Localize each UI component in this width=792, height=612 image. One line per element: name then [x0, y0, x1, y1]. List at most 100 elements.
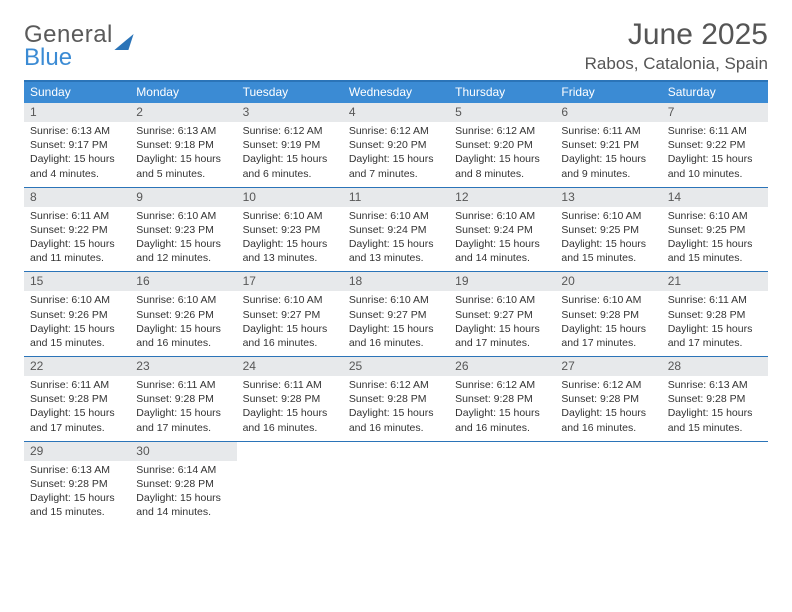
- sunrise-line: Sunrise: 6:10 AM: [136, 293, 232, 307]
- day-number: 16: [130, 272, 236, 291]
- daylight-line: Daylight: 15 hours and 17 minutes.: [455, 322, 551, 350]
- day-body: Sunrise: 6:13 AMSunset: 9:28 PMDaylight:…: [662, 378, 768, 435]
- sunset-line: Sunset: 9:28 PM: [30, 477, 126, 491]
- weeks-container: 1Sunrise: 6:13 AMSunset: 9:17 PMDaylight…: [24, 103, 768, 525]
- day-body: Sunrise: 6:11 AMSunset: 9:21 PMDaylight:…: [555, 124, 661, 181]
- day-cell: 7 Sunrise: 6:11 AMSunset: 9:22 PMDaylight…: [662, 103, 768, 187]
- day-body: Sunrise: 6:10 AMSunset: 9:24 PMDaylight:…: [343, 209, 449, 266]
- sunset-line: Sunset: 9:24 PM: [349, 223, 445, 237]
- weekday-tuesday: Tuesday: [237, 82, 343, 103]
- day-cell: 19Sunrise: 6:10 AMSunset: 9:27 PMDayligh…: [449, 272, 555, 356]
- sunset-line: Sunset: 9:22 PM: [30, 223, 126, 237]
- day-body: Sunrise: 6:11 AMSunset: 9:28 PMDaylight:…: [662, 293, 768, 350]
- day-body: Sunrise: 6:10 AMSunset: 9:24 PMDaylight:…: [449, 209, 555, 266]
- sunrise-line: Sunrise: 6:10 AM: [349, 209, 445, 223]
- sunrise-line: Sunrise: 6:13 AM: [30, 124, 126, 138]
- day-cell: 22Sunrise: 6:11 AMSunset: 9:28 PMDayligh…: [24, 357, 130, 441]
- day-number: 30: [130, 442, 236, 461]
- day-cell: 23Sunrise: 6:11 AMSunset: 9:28 PMDayligh…: [130, 357, 236, 441]
- week-row: 8Sunrise: 6:11 AMSunset: 9:22 PMDaylight…: [24, 188, 768, 273]
- sunrise-line: Sunrise: 6:11 AM: [30, 209, 126, 223]
- sunrise-line: Sunrise: 6:12 AM: [455, 378, 551, 392]
- sunset-line: Sunset: 9:28 PM: [136, 477, 232, 491]
- day-number: 12: [449, 188, 555, 207]
- header-row: General Blue June 2025 Rabos, Catalonia,…: [24, 18, 768, 74]
- day-body: Sunrise: 6:11 AMSunset: 9:22 PMDaylight:…: [662, 124, 768, 181]
- daylight-line: Daylight: 15 hours and 17 minutes.: [136, 406, 232, 434]
- daylight-line: Daylight: 15 hours and 16 minutes.: [243, 406, 339, 434]
- day-number: 28: [662, 357, 768, 376]
- day-number: 5: [449, 103, 555, 122]
- day-cell: 2 Sunrise: 6:13 AMSunset: 9:18 PMDaylight…: [130, 103, 236, 187]
- sunrise-line: Sunrise: 6:12 AM: [455, 124, 551, 138]
- weekday-monday: Monday: [130, 82, 236, 103]
- day-body: Sunrise: 6:10 AMSunset: 9:25 PMDaylight:…: [662, 209, 768, 266]
- day-cell: 28 Sunrise: 6:13 AMSunset: 9:28 PMDayligh…: [662, 357, 768, 441]
- day-cell: 12 Sunrise: 6:10 AMSunset: 9:24 PMDayligh…: [449, 188, 555, 272]
- sunrise-line: Sunrise: 6:13 AM: [136, 124, 232, 138]
- sunrise-line: Sunrise: 6:10 AM: [243, 209, 339, 223]
- sunrise-line: Sunrise: 6:10 AM: [561, 209, 657, 223]
- day-body: Sunrise: 6:12 AMSunset: 9:28 PMDaylight:…: [555, 378, 661, 435]
- calendar: Sunday Monday Tuesday Wednesday Thursday…: [24, 80, 768, 525]
- day-number: 15: [24, 272, 130, 291]
- day-body: Sunrise: 6:12 AMSunset: 9:19 PMDaylight:…: [237, 124, 343, 181]
- logo-text: General Blue: [24, 24, 113, 70]
- day-cell: 21Sunrise: 6:11 AMSunset: 9:28 PMDayligh…: [662, 272, 768, 356]
- day-number: 7: [662, 103, 768, 122]
- day-body: Sunrise: 6:13 AMSunset: 9:18 PMDaylight:…: [130, 124, 236, 181]
- day-number: 25: [343, 357, 449, 376]
- daylight-line: Daylight: 15 hours and 14 minutes.: [136, 491, 232, 519]
- day-number: 13: [555, 188, 661, 207]
- sunset-line: Sunset: 9:28 PM: [561, 392, 657, 406]
- weekday-wednesday: Wednesday: [343, 82, 449, 103]
- daylight-line: Daylight: 15 hours and 8 minutes.: [455, 152, 551, 180]
- day-body: Sunrise: 6:12 AMSunset: 9:20 PMDaylight:…: [449, 124, 555, 181]
- daylight-line: Daylight: 15 hours and 11 minutes.: [30, 237, 126, 265]
- sunrise-line: Sunrise: 6:11 AM: [668, 293, 764, 307]
- daylight-line: Daylight: 15 hours and 16 minutes.: [136, 322, 232, 350]
- sunset-line: Sunset: 9:28 PM: [136, 392, 232, 406]
- day-body: Sunrise: 6:10 AMSunset: 9:27 PMDaylight:…: [449, 293, 555, 350]
- daylight-line: Daylight: 15 hours and 16 minutes.: [349, 322, 445, 350]
- sunset-line: Sunset: 9:28 PM: [455, 392, 551, 406]
- day-body: Sunrise: 6:11 AMSunset: 9:22 PMDaylight:…: [24, 209, 130, 266]
- day-number: 1: [24, 103, 130, 122]
- week-row: 1Sunrise: 6:13 AMSunset: 9:17 PMDaylight…: [24, 103, 768, 188]
- day-body: Sunrise: 6:10 AMSunset: 9:26 PMDaylight:…: [24, 293, 130, 350]
- sunset-line: Sunset: 9:28 PM: [349, 392, 445, 406]
- day-number: 9: [130, 188, 236, 207]
- day-cell: 27Sunrise: 6:12 AMSunset: 9:28 PMDayligh…: [555, 357, 661, 441]
- sunset-line: Sunset: 9:25 PM: [561, 223, 657, 237]
- day-body: Sunrise: 6:10 AMSunset: 9:23 PMDaylight:…: [237, 209, 343, 266]
- logo-word-bottom: Blue: [24, 47, 113, 70]
- day-number: 2: [130, 103, 236, 122]
- location-subtitle: Rabos, Catalonia, Spain: [585, 54, 768, 74]
- sunset-line: Sunset: 9:20 PM: [455, 138, 551, 152]
- calendar-page: General Blue June 2025 Rabos, Catalonia,…: [0, 0, 792, 525]
- weekday-saturday: Saturday: [662, 82, 768, 103]
- logo-triangle-icon: [114, 34, 133, 50]
- sunset-line: Sunset: 9:27 PM: [455, 308, 551, 322]
- day-cell: 17Sunrise: 6:10 AMSunset: 9:27 PMDayligh…: [237, 272, 343, 356]
- daylight-line: Daylight: 15 hours and 6 minutes.: [243, 152, 339, 180]
- day-body: Sunrise: 6:10 AMSunset: 9:25 PMDaylight:…: [555, 209, 661, 266]
- day-cell: 6Sunrise: 6:11 AMSunset: 9:21 PMDaylight…: [555, 103, 661, 187]
- daylight-line: Daylight: 15 hours and 17 minutes.: [668, 322, 764, 350]
- day-number: 11: [343, 188, 449, 207]
- daylight-line: Daylight: 15 hours and 15 minutes.: [30, 491, 126, 519]
- daylight-line: Daylight: 15 hours and 15 minutes.: [668, 406, 764, 434]
- day-cell: [662, 442, 768, 526]
- sunrise-line: Sunrise: 6:13 AM: [668, 378, 764, 392]
- daylight-line: Daylight: 15 hours and 15 minutes.: [30, 322, 126, 350]
- day-body: Sunrise: 6:10 AMSunset: 9:23 PMDaylight:…: [130, 209, 236, 266]
- sunset-line: Sunset: 9:23 PM: [243, 223, 339, 237]
- day-body: Sunrise: 6:12 AMSunset: 9:20 PMDaylight:…: [343, 124, 449, 181]
- day-cell: 25Sunrise: 6:12 AMSunset: 9:28 PMDayligh…: [343, 357, 449, 441]
- day-cell: 13 Sunrise: 6:10 AMSunset: 9:25 PMDayligh…: [555, 188, 661, 272]
- day-cell: 10Sunrise: 6:10 AMSunset: 9:23 PMDayligh…: [237, 188, 343, 272]
- day-number: 23: [130, 357, 236, 376]
- sunset-line: Sunset: 9:28 PM: [668, 308, 764, 322]
- sunrise-line: Sunrise: 6:11 AM: [30, 378, 126, 392]
- day-cell: 1Sunrise: 6:13 AMSunset: 9:17 PMDaylight…: [24, 103, 130, 187]
